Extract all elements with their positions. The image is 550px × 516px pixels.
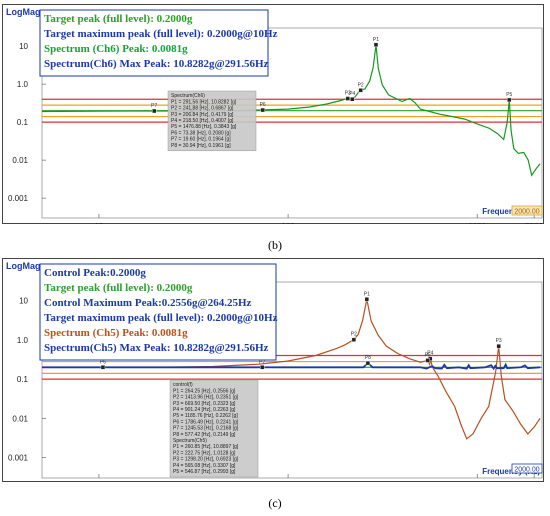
y-tick-label: 0.001 xyxy=(8,454,29,463)
legend-entry: Target peak (full level): 0.2000g xyxy=(44,13,193,25)
y-tick-label: 10 xyxy=(19,42,28,51)
peak-marker xyxy=(358,88,363,93)
peak-list-line: P3 = 669.50 [Hz], 0.2323 [g] xyxy=(173,401,236,407)
caption-c: (c) xyxy=(268,496,282,510)
legend-entry: Spectrum (Ch6) Peak: 0.0081g xyxy=(44,43,188,55)
peak-list-line: P3 = 1298.20 [Hz], 0.6923 [g] xyxy=(173,457,239,463)
peak-marker-label: P7 xyxy=(259,359,265,365)
legend-entry: Target maximum peak (full level): 0.2000… xyxy=(44,312,278,324)
peak-list-box xyxy=(167,90,257,152)
x-axis-title: Frequency (Hz) xyxy=(482,207,540,216)
caption-b: (b) xyxy=(268,238,282,252)
peak-marker-label: P2 xyxy=(358,82,364,88)
peak-list-line: P1 = 291.56 [Hz], 10.8282 [g] xyxy=(171,99,237,105)
peak-list-line: P5 = 546.87 [Hz], 0.2993 [g] xyxy=(173,469,236,475)
peak-marker xyxy=(507,97,512,103)
peak-marker-label: P6 xyxy=(100,359,106,365)
series-line xyxy=(41,44,541,177)
y-axis-title: LogMag g xyxy=(6,7,49,17)
peak-marker xyxy=(351,337,357,342)
peak-marker-label: P4 xyxy=(349,91,355,97)
chart-panel-c: LogMag g101.00.10.010.0011010010002000Fr… xyxy=(2,258,544,482)
peak-list-line: P6 = 1786.49 [Hz], 0.2241 [g] xyxy=(173,419,239,425)
peak-list-line: P8 = 577.42 [Hz], 0.2149 [g] xyxy=(173,432,236,438)
peak-marker-label: P8 xyxy=(365,355,371,361)
peak-list-line: P2 = 241.88 [Hz], 0.6867 [g] xyxy=(171,106,234,112)
peak-list-line: P4 = 218.50 [Hz], 0.4007 [g] xyxy=(171,118,234,124)
legend-entry: Target maximum peak (full level): 0.2000… xyxy=(44,28,278,40)
peak-marker-label: P7 xyxy=(151,103,157,109)
peak-marker-label: P5 xyxy=(425,352,431,358)
peak-marker xyxy=(425,358,430,363)
y-tick-label: 10 xyxy=(19,297,28,306)
peak-marker-label: P3 xyxy=(345,91,351,97)
peak-marker xyxy=(260,365,265,370)
peak-marker-label: P3 xyxy=(496,338,502,344)
x-tick-label: 2000 xyxy=(525,222,543,224)
peak-marker-label: P1 xyxy=(364,291,370,297)
peak-marker-label: P1 xyxy=(373,37,379,43)
peak-marker xyxy=(345,96,350,101)
legend-entry: Control Peak:0.2000g xyxy=(44,267,146,279)
peak-marker xyxy=(260,107,265,113)
y-tick-label: 1.0 xyxy=(17,336,29,345)
legend-entry: Spectrum(Ch5) Max Peak: 10.8282g@291.56H… xyxy=(44,342,269,354)
peak-list-line: P2 = 1413.96 [Hz], 0.2351 [g] xyxy=(173,395,239,401)
peak-marker-label: P6 xyxy=(260,102,266,108)
peak-marker-label: P4 xyxy=(427,351,433,357)
peak-list-title: control(f) xyxy=(173,382,193,388)
peak-list-line: P3 = 206.84 [Hz], 0.4179 [g] xyxy=(171,112,234,118)
peak-list-line: P4 = 901.24 [Hz], 0.2263 [g] xyxy=(173,407,236,413)
legend-entry: Control Maximum Peak:0.2556g@264.25Hz xyxy=(44,297,252,309)
peak-list-line: Spectrum(Ch5) xyxy=(173,438,207,444)
peak-list-line: P8 = 30.94 [Hz], 0.1961 [g] xyxy=(171,143,231,149)
legend-box xyxy=(39,9,269,77)
frequency-box xyxy=(511,205,543,216)
chart-b: LogMag g 10 1.0 0.1 0.01 0.001 10 100 1000 2000 Fr… xyxy=(2,4,544,224)
frequency-box-value: 2000.00 xyxy=(514,467,539,474)
peak-list-line: P1 = 260.85 [Hz], 10.8897 [g] xyxy=(173,444,239,450)
peak-marker-label: P2 xyxy=(351,332,357,338)
y-tick-label: 0.001 xyxy=(8,194,29,203)
frequency-box-value: 2000.00 xyxy=(514,209,539,216)
peak-marker xyxy=(350,97,355,102)
chart-panel-b: LogMag g 10 1.0 0.1 0.01 0.001 10 100 1000 2000 Fr… xyxy=(2,4,544,224)
legend-entry: Spectrum (Ch5) Peak: 0.0081g xyxy=(44,327,188,339)
y-axis-title: LogMag g xyxy=(6,261,49,271)
y-tick-label: 0.1 xyxy=(17,375,29,384)
peak-marker xyxy=(365,360,371,366)
x-tick-label: 100 xyxy=(281,222,295,224)
series-line xyxy=(42,361,541,371)
peak-list-line: P1 = 264.25 [Hz], 0.2556 [g] xyxy=(173,388,236,394)
peak-marker-label: P5 xyxy=(506,92,512,98)
x-tick-label: 10 xyxy=(94,222,103,224)
peak-list-line: P7 = 19.60 [Hz], 0.1964 [g] xyxy=(171,137,231,143)
peak-list-line: P5 = 1476.88 [Hz], 0.3843 [g] xyxy=(171,124,237,130)
peak-list-line: P7 = 1245.53 [Hz], 0.2168 [g] xyxy=(173,426,239,432)
peak-list-line: P4 = 565.08 [Hz], 0.3307 [g] xyxy=(173,463,236,469)
peak-list-title: Spectrum(Ch6) xyxy=(171,93,205,99)
frequency-box xyxy=(511,463,543,474)
legend-entry: Target peak (full level): 0.2000g xyxy=(44,282,193,294)
y-tick-label: 0.1 xyxy=(17,118,29,127)
peak-marker xyxy=(373,42,379,48)
peak-list-line: P2 = 222.75 [Hz], 1.0128 [g] xyxy=(173,450,236,456)
peak-marker xyxy=(152,108,157,114)
legend-entry: Spectrum(Ch6) Max Peak: 10.8282g@291.56H… xyxy=(44,58,269,70)
peak-list-line: P6 = 73.38 [Hz], 0.2080 [g] xyxy=(171,130,231,136)
y-tick-label: 1.0 xyxy=(17,80,29,89)
peak-marker xyxy=(364,297,370,302)
y-tick-label: 0.01 xyxy=(12,414,28,423)
peak-list-line: P5 = 1185.76 [Hz], 0.2262 [g] xyxy=(173,413,238,419)
peak-marker xyxy=(496,343,501,349)
peak-marker xyxy=(100,365,106,370)
legend-box xyxy=(39,263,277,361)
peak-list-box xyxy=(169,379,259,478)
y-tick-label: 0.01 xyxy=(12,156,28,165)
x-tick-label: 1000 xyxy=(468,222,486,224)
chart-c: LogMag g101.00.10.010.0011010010002000Fr… xyxy=(2,258,544,482)
x-axis-title: Frequency (Hz) xyxy=(482,467,540,476)
